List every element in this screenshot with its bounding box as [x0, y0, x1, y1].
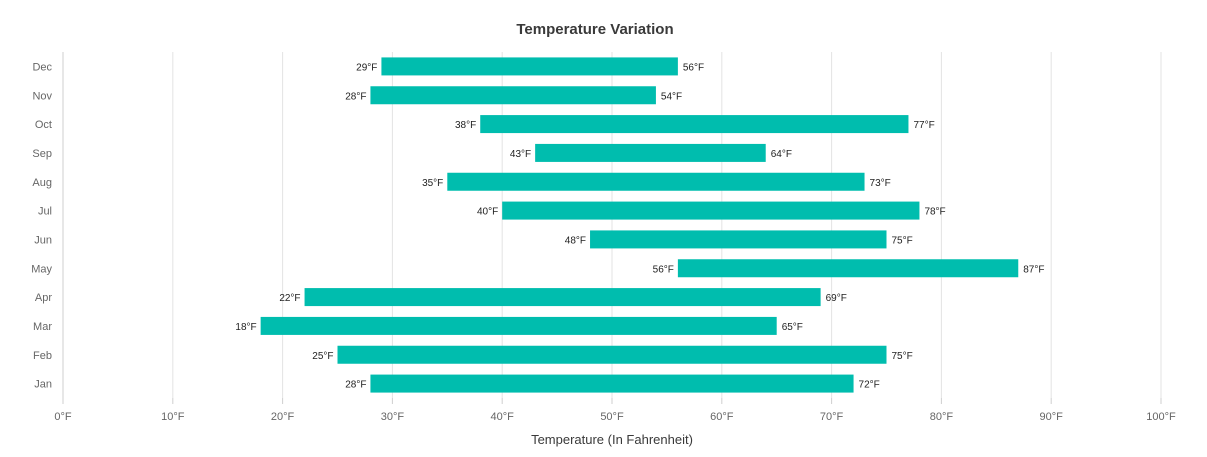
data-label-low: 40°F [477, 207, 498, 218]
y-tick-label: Mar [33, 321, 52, 333]
data-label-high: 75°F [892, 351, 913, 362]
x-tick-label: 10°F [161, 411, 185, 423]
chart-title: Temperature Variation [516, 21, 673, 38]
bar-apr[interactable] [304, 288, 821, 307]
data-label-low: 28°F [345, 380, 366, 391]
x-tick-label: 60°F [710, 411, 734, 423]
y-tick-label: Feb [33, 350, 52, 362]
data-label-low: 56°F [653, 264, 674, 275]
y-tick-label: Dec [32, 61, 52, 73]
bar-sep[interactable] [535, 143, 766, 162]
bar-jul[interactable] [502, 201, 920, 220]
data-label-low: 18°F [235, 322, 256, 333]
x-tick-label: 100°F [1146, 411, 1176, 423]
data-label-high: 73°F [870, 178, 891, 189]
y-tick-label: Aug [32, 177, 52, 189]
data-label-high: 64°F [771, 149, 792, 160]
data-label-high: 72°F [859, 380, 880, 391]
bar-aug[interactable] [447, 172, 865, 191]
x-tick-label: 70°F [820, 411, 844, 423]
bar-dec[interactable] [381, 57, 678, 76]
data-label-high: 54°F [661, 91, 682, 102]
x-tick-label: 80°F [930, 411, 954, 423]
data-label-high: 69°F [826, 293, 847, 304]
data-label-high: 78°F [924, 207, 945, 218]
y-tick-label: Oct [35, 119, 52, 131]
x-tick-label: 90°F [1040, 411, 1064, 423]
data-label-high: 56°F [683, 62, 704, 73]
bar-jun[interactable] [590, 230, 887, 249]
y-tick-label: May [31, 263, 52, 275]
data-label-high: 75°F [892, 235, 913, 246]
data-labels: 28°F 72°F 25°F 75°F 18°F 65°F 22°F 69°F 56°F 87°F… [235, 62, 1044, 390]
data-label-low: 29°F [356, 62, 377, 73]
y-tick-label: Apr [35, 292, 52, 304]
data-label-low: 22°F [279, 293, 300, 304]
x-axis-title: Temperature (In Fahrenheit) [531, 432, 693, 447]
y-tick-label: Sep [32, 148, 52, 160]
data-label-high: 65°F [782, 322, 803, 333]
bar-may[interactable] [677, 259, 1019, 278]
data-label-low: 35°F [422, 178, 443, 189]
bar-feb[interactable] [337, 345, 887, 364]
x-tick-label: 0°F [54, 411, 72, 423]
y-tick-label: Jan [34, 379, 52, 391]
bar-jan[interactable] [370, 374, 854, 393]
data-label-low: 38°F [455, 120, 476, 131]
data-label-low: 25°F [312, 351, 333, 362]
x-tick-label: 50°F [600, 411, 624, 423]
bar-mar[interactable] [260, 316, 777, 335]
gridlines [62, 52, 1162, 404]
x-tick-label: 20°F [271, 411, 295, 423]
y-tick-label: Nov [32, 90, 52, 102]
data-label-low: 28°F [345, 91, 366, 102]
x-tick-label: 40°F [491, 411, 515, 423]
data-label-low: 43°F [510, 149, 531, 160]
bars [260, 57, 1019, 393]
x-axis-ticks: 0°F 10°F 20°F 30°F 40°F 50°F 60°F 70°F 80°F 90°F 1… [54, 411, 1176, 423]
bar-oct[interactable] [480, 115, 909, 134]
bar-nov[interactable] [370, 86, 656, 105]
y-tick-label: Jul [38, 206, 52, 218]
data-label-high: 77°F [913, 120, 934, 131]
data-label-high: 87°F [1023, 264, 1044, 275]
x-tick-label: 30°F [381, 411, 405, 423]
y-tick-label: Jun [34, 234, 52, 246]
data-label-low: 48°F [565, 235, 586, 246]
y-axis-ticks: Jan Feb Mar Apr May Jun Jul Aug Sep Oct Nov Dec [31, 61, 52, 390]
